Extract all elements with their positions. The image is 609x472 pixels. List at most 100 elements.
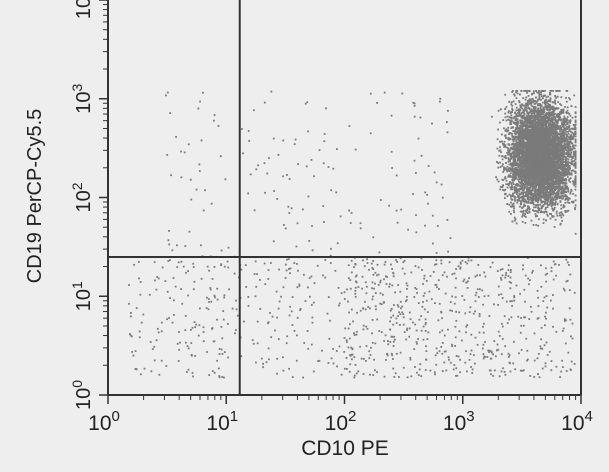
data-point — [523, 128, 526, 131]
data-point — [565, 197, 567, 200]
data-point — [508, 119, 511, 122]
data-point — [562, 111, 564, 114]
data-point — [515, 113, 518, 116]
data-point — [513, 198, 516, 201]
data-point — [530, 135, 532, 138]
data-point — [542, 194, 544, 197]
data-point — [545, 96, 548, 99]
data-point — [515, 117, 518, 120]
data-point — [557, 148, 560, 151]
data-point — [568, 138, 570, 140]
data-point — [561, 169, 564, 172]
data-point — [513, 170, 516, 172]
data-point — [545, 177, 548, 180]
data-point — [538, 95, 541, 98]
data-point — [559, 103, 561, 105]
data-point — [524, 186, 526, 188]
data-point — [548, 193, 551, 195]
data-point — [517, 183, 520, 186]
data-point — [537, 162, 540, 164]
data-point — [549, 138, 551, 141]
data-point — [564, 190, 567, 193]
data-point — [520, 119, 522, 122]
data-point — [524, 176, 527, 179]
data-point — [547, 104, 550, 107]
data-point — [539, 180, 542, 183]
data-point — [567, 160, 569, 163]
data-point — [525, 200, 527, 202]
data-point — [543, 111, 546, 114]
data-point — [515, 115, 517, 118]
data-point — [530, 120, 533, 123]
data-point — [529, 161, 532, 164]
data-point — [527, 128, 530, 131]
data-point — [555, 97, 557, 99]
data-point — [560, 191, 563, 193]
data-point — [525, 150, 528, 153]
data-point — [565, 140, 567, 143]
data-point — [570, 134, 573, 136]
data-point — [552, 181, 554, 184]
data-point — [560, 204, 563, 207]
data-point — [530, 190, 532, 193]
data-point — [554, 127, 557, 129]
data-point — [519, 152, 522, 155]
data-point — [517, 166, 520, 169]
data-point — [528, 165, 531, 168]
data-point — [558, 128, 561, 131]
data-point — [568, 141, 571, 143]
data-point — [521, 139, 523, 142]
data-point — [564, 165, 567, 168]
data-point — [530, 100, 533, 103]
data-point — [515, 90, 518, 92]
data-point — [562, 158, 565, 161]
data-point — [553, 226, 556, 228]
data-point — [510, 195, 512, 198]
data-point — [574, 199, 577, 202]
data-point — [498, 149, 501, 152]
data-point — [511, 107, 513, 110]
data-point — [541, 101, 544, 104]
data-point — [514, 143, 517, 146]
data-point — [511, 204, 514, 207]
data-point — [522, 210, 524, 213]
data-point — [525, 102, 528, 105]
data-point — [543, 147, 545, 150]
data-point — [503, 144, 506, 146]
data-point — [574, 120, 577, 123]
data-point — [525, 90, 527, 92]
data-point — [505, 128, 508, 131]
data-point — [525, 160, 527, 162]
data-point — [546, 201, 549, 204]
data-point — [554, 150, 557, 152]
data-point — [572, 137, 575, 140]
data-point — [564, 184, 566, 186]
data-point — [569, 130, 572, 133]
data-point — [546, 100, 549, 103]
data-point — [534, 106, 537, 108]
data-point — [527, 151, 530, 153]
data-point — [544, 199, 547, 202]
data-point — [556, 202, 559, 205]
data-point — [552, 164, 555, 166]
data-point — [552, 111, 555, 113]
data-point — [514, 196, 517, 199]
data-point — [516, 184, 519, 187]
data-point — [553, 143, 556, 146]
data-point — [507, 147, 510, 150]
data-point — [503, 169, 505, 172]
data-point — [518, 199, 520, 202]
data-point — [497, 109, 500, 112]
data-point — [549, 169, 552, 171]
data-point — [557, 107, 560, 110]
data-point — [548, 169, 551, 171]
data-point — [565, 118, 567, 121]
data-point — [564, 177, 567, 180]
data-point — [549, 120, 552, 122]
data-point — [561, 139, 563, 142]
data-point — [526, 175, 529, 178]
data-point — [517, 157, 520, 159]
data-point — [508, 182, 511, 185]
data-point — [538, 190, 541, 193]
data-point — [568, 149, 571, 152]
